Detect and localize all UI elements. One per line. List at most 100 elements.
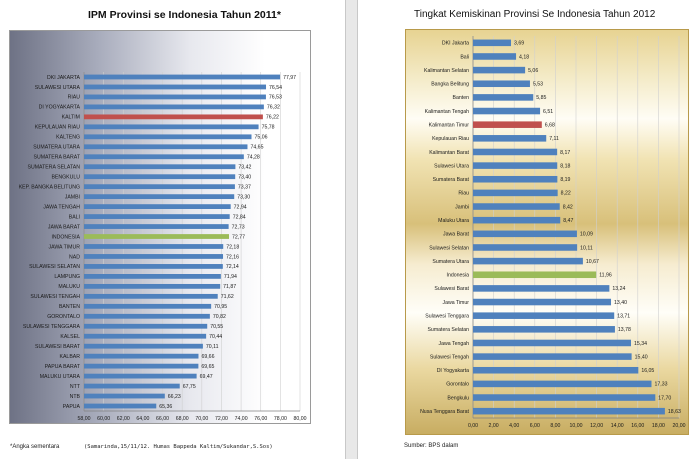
right-chart-bar: [473, 230, 577, 238]
right-chart-bar: [473, 312, 615, 319]
left-chart-x-tick-label: 78,00: [274, 416, 287, 422]
right-chart-category-label: Sumatera Utara: [432, 259, 469, 265]
right-chart-bar: [473, 257, 583, 265]
left-chart-data-label: 76,22: [266, 115, 279, 121]
left-chart-data-label: 65,36: [159, 404, 172, 410]
left-chart-x-tick-label: 66,00: [156, 416, 169, 422]
left-chart-bar: [84, 184, 235, 190]
left-chart-data-label: 72,73: [232, 224, 245, 230]
left-chart-data-label: 70,11: [206, 344, 219, 350]
left-chart-category-label: JAWA TIMUR: [48, 244, 80, 250]
left-chart-bar: [84, 124, 259, 130]
right-chart-x-tick-label: 8,00: [550, 423, 560, 429]
right-chart-category-label: Jawa Timur: [442, 300, 469, 306]
left-chart-data-label: 69,47: [200, 374, 213, 380]
right-chart-bar: [473, 107, 541, 115]
right-chart-bar: [473, 80, 530, 88]
right-chart-data-label: 17,33: [654, 382, 667, 388]
right-chart-bar: [473, 203, 560, 210]
left-chart-x-tick-label: 76,00: [254, 416, 267, 422]
left-chart-bar: [84, 114, 263, 120]
left-chart-bar: [84, 313, 210, 319]
left-chart-category-label: SULAWESI TENGAH: [30, 294, 80, 300]
right-chart-data-label: 17,70: [658, 395, 671, 401]
right-chart-data-label: 8,47: [563, 218, 573, 224]
right-chart-data-label: 8,22: [561, 191, 571, 197]
left-chart-data-label: 73,37: [238, 184, 251, 190]
left-chart-x-tick-label: 74,00: [235, 416, 248, 422]
right-chart-data-label: 8,42: [563, 204, 573, 210]
left-chart-bar: [84, 373, 197, 379]
right-chart-bar: [473, 380, 652, 388]
right-chart-title: Tingkat Kemiskinan Provinsi Se Indonesia…: [414, 9, 656, 20]
left-chart-bar: [84, 244, 224, 249]
left-chart-x-tick-label: 62,00: [117, 416, 130, 422]
right-chart-bar: [473, 339, 632, 347]
right-chart-category-label: Bangka Belitung: [431, 82, 469, 88]
left-chart-bar: [84, 224, 229, 229]
left-chart-category-label: SUMATERA SELATAN: [28, 165, 81, 171]
left-chart-category-label: BALI: [69, 214, 80, 220]
right-chart-x-tick-label: 18,00: [652, 423, 665, 429]
left-chart-category-label: KALSEL: [60, 334, 80, 340]
left-chart-category-label: NTT: [70, 384, 81, 390]
right-source-note: Sumber: BPS dalam: [404, 443, 459, 449]
left-chart-category-label: SUMATERA UTARA: [33, 145, 80, 151]
right-chart-bar: [473, 366, 639, 374]
left-chart-category-label: PAPUA: [63, 404, 81, 410]
right-chart-data-label: 11,96: [599, 273, 612, 279]
right-chart-data-label: 4,18: [519, 54, 529, 60]
right-chart-data-label: 15,34: [634, 341, 647, 347]
right-chart-data-label: 10,09: [580, 232, 593, 238]
left-chart-data-label: 72,84: [233, 214, 246, 220]
left-chart-data-label: 75,78: [262, 125, 275, 131]
right-chart-category-label: Sumatera Selatan: [427, 327, 469, 333]
left-chart-data-label: 76,53: [269, 95, 282, 101]
right-chart-x-tick-label: 2,00: [489, 423, 499, 429]
right-chart-data-label: 5,06: [528, 68, 538, 74]
left-chart-bar: [84, 234, 230, 239]
left-chart-category-label: RIAU: [68, 95, 81, 101]
left-chart-category-label: BANTEN: [59, 304, 80, 310]
right-chart-category-label: Kepulauan Riau: [432, 136, 469, 142]
left-chart-bar: [84, 363, 199, 369]
right-chart-category-label: DKI Jakarta: [442, 41, 469, 47]
right-chart-data-label: 13,71: [617, 313, 630, 319]
left-chart-x-tick-label: 68,00: [176, 416, 189, 422]
left-chart-bar: [84, 204, 231, 209]
left-chart-category-label: KALTIM: [62, 115, 80, 121]
right-chart-data-label: 8,17: [560, 150, 570, 156]
left-chart-data-label: 70,82: [213, 314, 226, 320]
left-chart-bar: [84, 74, 281, 80]
left-chart-category-label: KALBAR: [60, 354, 81, 360]
left-chart-bar: [84, 293, 218, 299]
left-chart-data-label: 75,06: [254, 135, 267, 141]
left-chart-bar: [84, 264, 223, 269]
left-chart-data-label: 70,44: [209, 334, 222, 340]
left-chart-bar: [84, 134, 252, 140]
left-chart-data-label: 70,95: [214, 304, 227, 310]
left-chart-data-label: 72,18: [226, 244, 239, 250]
left-chart-data-label: 71,94: [224, 274, 237, 280]
left-chart-x-tick-label: 80,00: [294, 416, 307, 422]
left-chart-data-label: 71,62: [221, 294, 234, 300]
right-chart-bar: [473, 271, 597, 279]
right-chart-bar: [473, 285, 610, 292]
left-chart-category-label: SULAWESI UTARA: [35, 85, 81, 91]
right-chart-bar: [473, 189, 558, 197]
left-chart-category-label: JAWA BARAT: [48, 224, 81, 230]
left-chart-category-label: JAMBI: [65, 194, 80, 200]
right-chart-category-label: Kalimantan Timur: [429, 122, 470, 128]
right-chart-bar: [473, 175, 558, 183]
left-chart-category-label: JAWA TENGAH: [43, 204, 80, 210]
left-chart-x-tick-label: 72,00: [215, 416, 228, 422]
right-chart-bar: [473, 66, 526, 74]
right-chart-category-label: Sulawesi Tenggara: [425, 313, 469, 319]
right-chart-bar: [473, 94, 534, 101]
right-chart-x-tick-label: 6,00: [530, 423, 540, 429]
right-chart-category-label: Kalimantan Selatan: [424, 68, 469, 74]
left-chart-category-label: BENGKULU: [51, 174, 80, 180]
left-chart-bar: [84, 403, 157, 409]
left-chart-category-label: NTB: [70, 394, 81, 400]
left-chart-data-label: 73,30: [237, 194, 250, 200]
